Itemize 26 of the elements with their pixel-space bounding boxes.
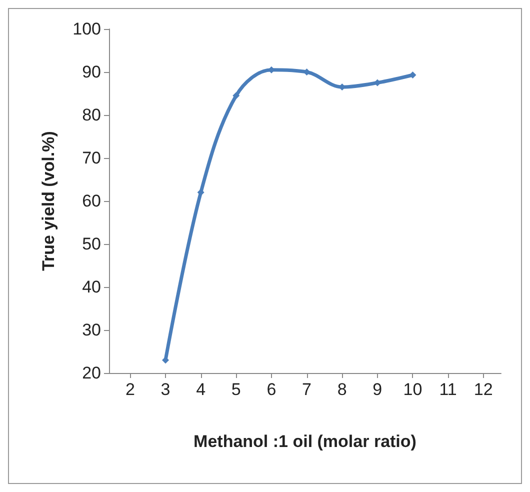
y-tick-label: 90 bbox=[82, 62, 101, 82]
x-tick-label: 9 bbox=[372, 380, 382, 399]
point bbox=[409, 72, 416, 79]
y-tick-label: 50 bbox=[82, 234, 101, 254]
y-tick-label: 80 bbox=[82, 106, 101, 124]
x-tick-label: 11 bbox=[439, 380, 457, 399]
x-tick-label: 8 bbox=[337, 380, 347, 399]
x-tick-label: 5 bbox=[231, 380, 241, 399]
point bbox=[197, 188, 204, 196]
x-tick-label: 10 bbox=[403, 380, 422, 399]
y-axis-title: True yield (vol.%) bbox=[39, 131, 58, 271]
point bbox=[232, 92, 240, 100]
x-tick-label: 3 bbox=[160, 380, 170, 399]
y-tick-label: 100 bbox=[72, 20, 101, 38]
y-tick-label: 40 bbox=[82, 278, 101, 296]
x-tick-label: 4 bbox=[196, 380, 206, 399]
x-axis-title: Methanol :1 oil (molar ratio) bbox=[194, 432, 416, 451]
x-tick-label: 7 bbox=[302, 380, 312, 399]
y-tick-label: 60 bbox=[82, 192, 101, 210]
y-tick-label: 70 bbox=[82, 148, 101, 168]
x-tick-label: 2 bbox=[125, 380, 135, 399]
y-tick-label: 20 bbox=[82, 364, 101, 382]
x-tick-label: 12 bbox=[474, 380, 493, 399]
point bbox=[162, 356, 170, 364]
x-tick-label: 6 bbox=[266, 380, 276, 399]
y-tick-label: 30 bbox=[82, 320, 101, 340]
